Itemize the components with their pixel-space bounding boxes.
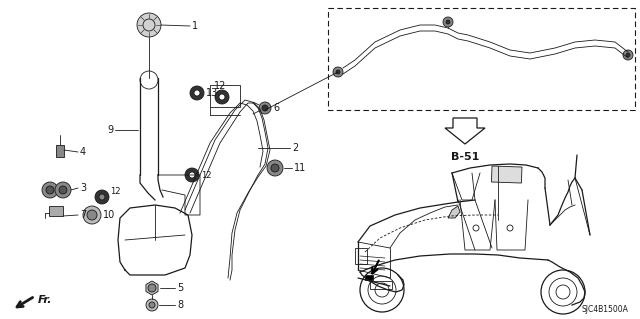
Circle shape	[271, 164, 279, 172]
Text: 4: 4	[80, 147, 86, 157]
Circle shape	[42, 182, 58, 198]
Text: 1: 1	[192, 21, 198, 31]
Circle shape	[185, 168, 199, 182]
Circle shape	[259, 102, 271, 114]
Text: 13: 13	[206, 88, 218, 98]
Text: Fr.: Fr.	[38, 295, 52, 305]
Polygon shape	[445, 118, 485, 144]
Text: 11: 11	[294, 163, 307, 173]
Text: 10: 10	[103, 210, 115, 220]
Circle shape	[190, 86, 204, 100]
Text: 12: 12	[214, 81, 227, 91]
Text: 6: 6	[273, 103, 279, 113]
Bar	[492, 166, 522, 183]
Bar	[355, 248, 367, 264]
Text: 5: 5	[177, 283, 183, 293]
Circle shape	[146, 299, 158, 311]
Polygon shape	[146, 281, 158, 295]
Circle shape	[95, 190, 109, 204]
Text: 2: 2	[292, 143, 298, 153]
Bar	[56, 145, 64, 157]
Text: 12: 12	[110, 188, 120, 197]
Circle shape	[137, 13, 161, 37]
Bar	[210, 85, 240, 107]
Circle shape	[87, 210, 97, 220]
Circle shape	[59, 186, 67, 194]
Polygon shape	[448, 206, 460, 218]
Text: 9: 9	[107, 125, 113, 135]
Text: 12: 12	[201, 170, 211, 180]
Bar	[370, 281, 392, 289]
Circle shape	[215, 90, 229, 104]
Text: SJC4B1500A: SJC4B1500A	[581, 305, 628, 314]
Text: 8: 8	[177, 300, 183, 310]
Circle shape	[262, 105, 268, 111]
Circle shape	[219, 94, 225, 100]
Text: 3: 3	[80, 183, 86, 193]
Circle shape	[148, 284, 156, 292]
Bar	[365, 275, 373, 280]
Bar	[49, 206, 63, 216]
Bar	[328, 8, 635, 110]
Circle shape	[336, 70, 340, 74]
Circle shape	[623, 50, 633, 60]
Circle shape	[626, 53, 630, 57]
Circle shape	[194, 90, 200, 96]
Circle shape	[99, 194, 105, 200]
Circle shape	[46, 186, 54, 194]
Circle shape	[83, 206, 101, 224]
Text: 7: 7	[80, 210, 86, 220]
Circle shape	[55, 182, 71, 198]
Circle shape	[446, 20, 450, 24]
Text: B-51: B-51	[451, 152, 479, 162]
Circle shape	[189, 172, 195, 178]
Circle shape	[149, 302, 155, 308]
Circle shape	[443, 17, 453, 27]
Circle shape	[267, 160, 283, 176]
Circle shape	[333, 67, 343, 77]
